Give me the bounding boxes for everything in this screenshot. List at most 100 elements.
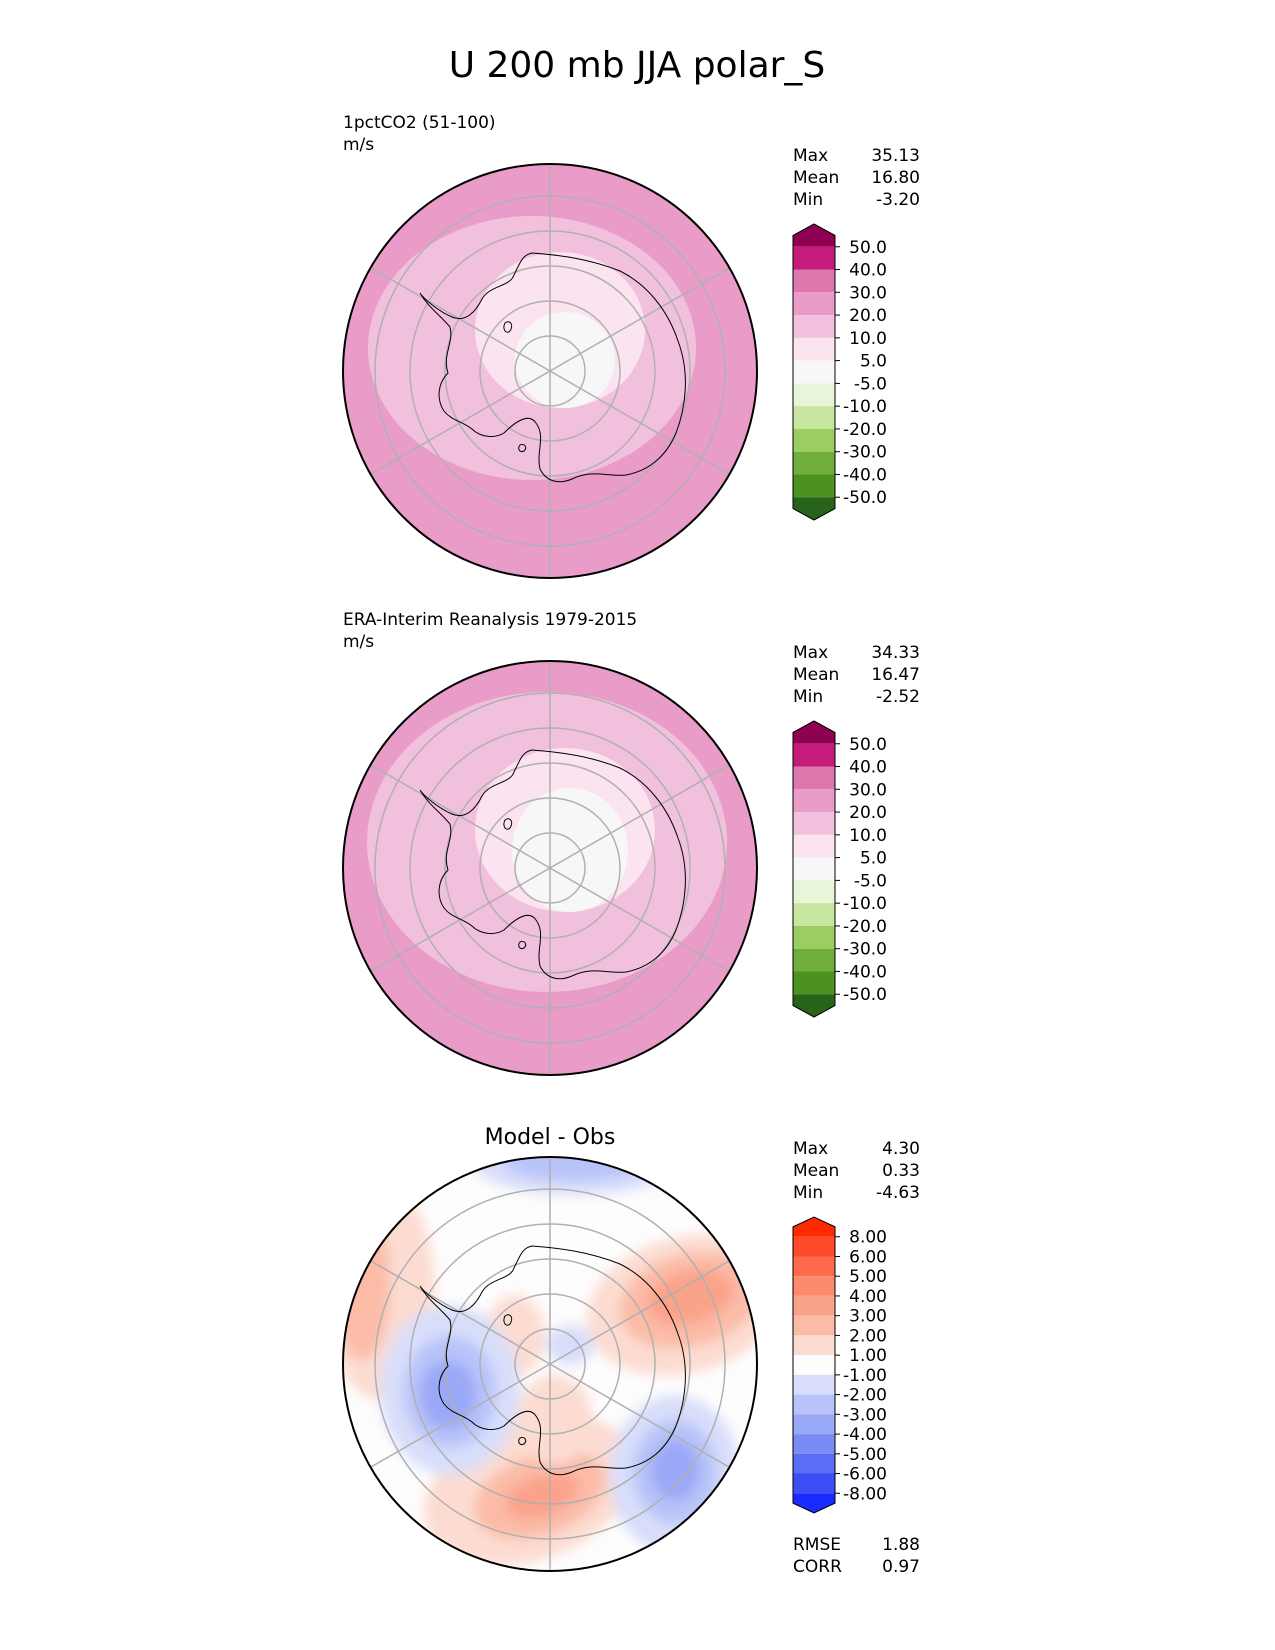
colorbar-tick-label: 50.0	[849, 735, 887, 755]
metric-rmse-label: RMSE	[793, 1535, 841, 1555]
colorbar-tick-label: 20.0	[849, 306, 887, 326]
colorbar-tick-label: -10.0	[843, 397, 887, 417]
colorbar-tick-label: 20.0	[849, 803, 887, 823]
stat-min-value: -2.52	[876, 687, 920, 707]
colorbar-tick-label: 2.00	[849, 1326, 887, 1346]
panel-obs: ERA-Interim Reanalysis 1979-2015 m/s Max…	[342, 610, 920, 1076]
colorbar-tick-label: -40.0	[843, 465, 887, 485]
field-blob-positive	[343, 1210, 390, 1360]
colorbar-segment	[793, 903, 835, 926]
colorbar-tick-label: -6.00	[843, 1465, 887, 1485]
colorbar-tick-label: -50.0	[843, 985, 887, 1005]
panel-model-title: 1pctCO2 (51-100)	[343, 113, 496, 133]
colorbar-segment	[793, 451, 835, 475]
colorbar-tick-label: -50.0	[843, 488, 887, 508]
colorbar-segment	[793, 428, 835, 452]
stat-mean-value: 16.47	[871, 665, 920, 685]
metric-corr-value: 0.97	[882, 1557, 920, 1577]
colorbar-segment	[793, 315, 835, 338]
colorbar-segment	[793, 1276, 835, 1296]
panel-obs-title: ERA-Interim Reanalysis 1979-2015	[343, 610, 637, 630]
colorbar-tick-label: -3.00	[843, 1405, 887, 1425]
colorbar-segment	[793, 1236, 835, 1257]
colorbar-tick-label: 3.00	[849, 1307, 887, 1327]
metric-rmse-value: 1.88	[882, 1535, 920, 1555]
panel-model-units: m/s	[343, 135, 374, 155]
stat-max-value: 34.33	[871, 643, 920, 663]
colorbar-model: 50.0 40.030.0 20.0 10.0 5.0-5.0 -10.0 -20.0 -30…	[792, 223, 887, 521]
field-blob-negative	[651, 1440, 699, 1500]
colorbar-tick-label: -20.0	[843, 917, 887, 937]
colorbar-segment	[793, 721, 835, 744]
panel-obs-stats: Max 34.33 Mean 16.47 Min -2.52	[793, 643, 920, 707]
colorbar-segment	[793, 497, 835, 520]
panel-diff-metrics: RMSE 1.88 CORR 0.97	[793, 1535, 920, 1577]
colorbar-outline	[792, 720, 836, 1018]
map-boundary	[342, 1156, 758, 1572]
field-blob-negative	[420, 1361, 476, 1429]
colorbar-tick-label: -30.0	[843, 940, 887, 960]
colorbar-segment	[793, 857, 835, 881]
colorbar-tick-label: 50.0	[849, 238, 887, 258]
panel-obs-map	[343, 661, 757, 1075]
colorbar-tick-label: -5.00	[843, 1445, 887, 1465]
colorbar-segment	[793, 834, 835, 858]
field-blob-negative	[505, 1157, 645, 1181]
colorbar-tick-label: 40.0	[849, 261, 887, 281]
panel-diff-map	[343, 1157, 757, 1571]
panel-model: 1pctCO2 (51-100) m/s Max 35.13 Mean 16.8…	[342, 113, 920, 579]
colorbar-tick-label: -10.0	[843, 894, 887, 914]
colorbar-tick-label: 5.0	[860, 352, 887, 372]
colorbar-segment	[793, 224, 835, 247]
panel-diff-title: Model - Obs	[485, 1125, 616, 1150]
field-blob-positive	[646, 1269, 734, 1325]
stat-mean-value: 16.80	[871, 168, 920, 188]
colorbar-segment	[793, 1414, 835, 1435]
colorbar-tick-label: 40.0	[849, 758, 887, 778]
colorbar-tick-label: 5.00	[849, 1267, 887, 1287]
colorbar-segment	[793, 1434, 835, 1454]
colorbar-obs: 50.0 40.030.0 20.0 10.0 5.0-5.0 -10.0 -20.0 -30…	[792, 720, 887, 1018]
colorbar-segment	[793, 1493, 835, 1513]
stat-min-value: -4.63	[876, 1183, 920, 1203]
stat-max-label: Max	[793, 643, 828, 663]
colorbar-segment	[793, 337, 835, 361]
graticule	[370, 1157, 730, 1571]
stat-max-value: 35.13	[871, 146, 920, 166]
colorbar-segment	[793, 1315, 835, 1336]
colorbar-outline	[792, 223, 836, 521]
colorbar-segment	[793, 360, 835, 384]
colorbar-tick-label: 30.0	[849, 780, 887, 800]
stat-min-label: Min	[793, 190, 823, 210]
stat-min-label: Min	[793, 687, 823, 707]
field-blob-negative	[546, 1325, 594, 1365]
colorbar-segment	[793, 1473, 835, 1494]
stat-min-label: Min	[793, 1183, 823, 1203]
field-blob-positive	[505, 1473, 579, 1519]
colorbar-tick-label: 5.0	[860, 849, 887, 869]
colorbar-segment	[793, 971, 835, 995]
panel-model-stats: Max 35.13 Mean 16.80 Min -3.20	[793, 146, 920, 210]
colorbar-tick-label: 6.00	[849, 1247, 887, 1267]
field-band	[515, 312, 615, 408]
map-boundary	[342, 163, 758, 579]
colorbar-segment	[793, 1453, 835, 1474]
colorbar-tick-label: -30.0	[843, 443, 887, 463]
field-band	[512, 788, 628, 912]
colorbar-tick-label: 4.00	[849, 1287, 887, 1307]
colorbar-segment	[793, 246, 835, 270]
graticule	[370, 164, 730, 578]
colorbar-segment	[793, 812, 835, 835]
colorbar-segment	[793, 789, 835, 813]
colorbar-segment	[793, 1355, 835, 1375]
colorbar-tick-label: -4.00	[843, 1425, 887, 1445]
stat-mean-label: Mean	[793, 168, 839, 188]
colorbar-tick-label: 10.0	[849, 329, 887, 349]
colorbar-segment	[793, 1394, 835, 1415]
panel-obs-units: m/s	[343, 632, 374, 652]
colorbar-tick-label: -5.0	[854, 871, 887, 891]
colorbar-segment	[793, 1335, 835, 1356]
colorbar-segment	[793, 880, 835, 904]
panel-model-map	[343, 164, 757, 578]
panel-diff-stats: Max 4.30 Mean 0.33 Min -4.63	[793, 1139, 920, 1203]
